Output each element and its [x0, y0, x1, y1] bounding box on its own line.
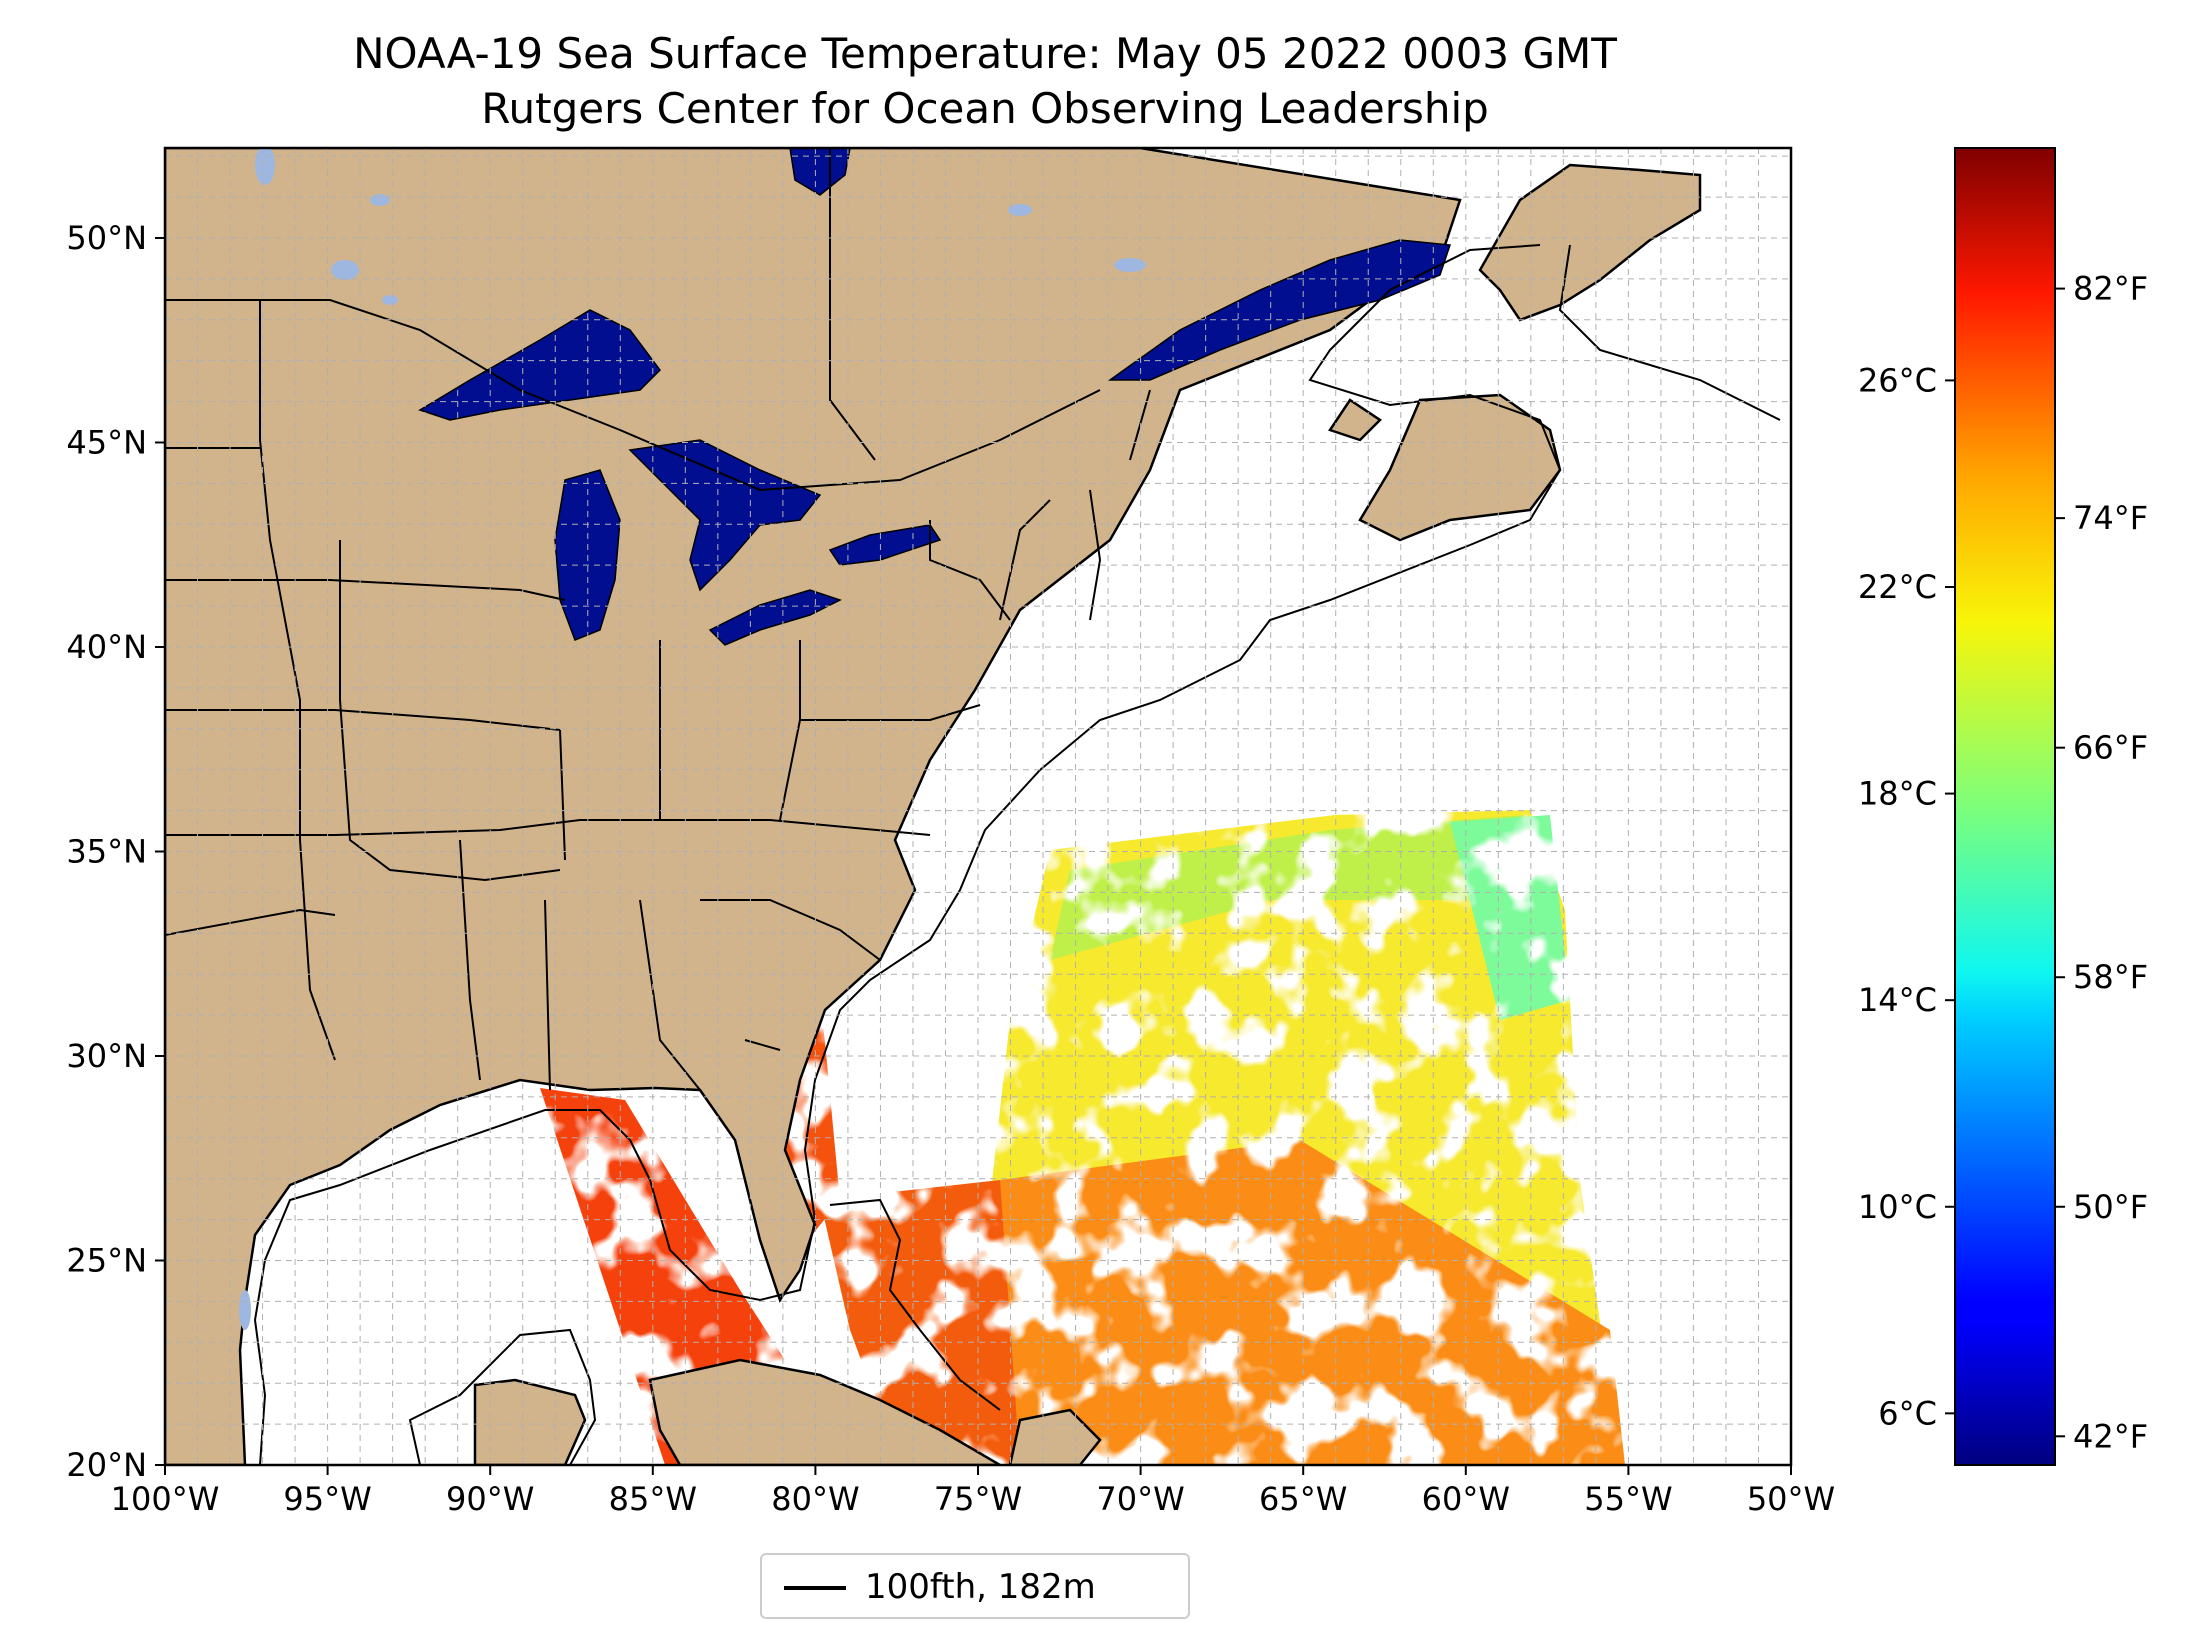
great-lakes: [418, 148, 1452, 646]
lat-tick-label: 40°N: [66, 628, 147, 666]
lake-erie: [708, 589, 842, 646]
legend-line-swatch: [784, 1586, 846, 1590]
sst-region-bahamas: [820, 1180, 1020, 1465]
lon-tick-label: 60°W: [1422, 1480, 1510, 1518]
longitude-axis: 100°W 95°W 90°W 85°W 80°W 75°W 70°W 65°W 60°W 55°…: [111, 1465, 1835, 1518]
lon-tick-label: 70°W: [1096, 1480, 1184, 1518]
legend-label: 100fth, 182m: [865, 1567, 1096, 1607]
north-america: [165, 148, 1462, 1465]
political-boundaries: [165, 148, 1151, 1091]
lake-nipigon: [789, 148, 851, 196]
lon-tick-label: 55°W: [1584, 1480, 1672, 1518]
celsius-tick-label: 6°C: [1878, 1394, 1937, 1432]
sst-region-northeast: [1450, 815, 1570, 1020]
chart-subtitle: Rutgers Center for Ocean Observing Leade…: [481, 84, 1489, 133]
lat-tick-label: 50°N: [66, 219, 147, 257]
lon-tick-label: 95°W: [283, 1480, 371, 1518]
fahrenheit-tick-label: 42°F: [2073, 1417, 2148, 1455]
lon-tick-label: 80°W: [771, 1480, 859, 1518]
isobath-100fth: [253, 244, 1781, 1465]
latitude-axis: 20°N 25°N 30°N 35°N 40°N 45°N 50°N: [66, 219, 165, 1484]
nova-scotia: [1358, 393, 1562, 542]
colorbar: [1954, 147, 2056, 1466]
lon-tick-label: 75°W: [934, 1480, 1022, 1518]
fahrenheit-tick-label: 50°F: [2073, 1188, 2148, 1226]
colorbar-celsius-axis: 6°C 10°C 14°C 18°C 22°C 26°C: [1858, 361, 1955, 1432]
fahrenheit-tick-label: 66°F: [2073, 729, 2148, 767]
gridlines: [165, 148, 1791, 1465]
inland-lakes: [239, 148, 1146, 1330]
newfoundland-region: [1478, 163, 1702, 322]
celsius-tick-label: 10°C: [1858, 1188, 1937, 1226]
lon-tick-label: 65°W: [1259, 1480, 1347, 1518]
lat-tick-label: 30°N: [66, 1037, 147, 1075]
colorbar-fahrenheit-axis: 42°F 50°F 58°F 66°F 74°F 82°F: [2055, 270, 2148, 1455]
land: [165, 148, 1702, 1465]
lat-tick-label: 45°N: [66, 423, 147, 461]
map-area: [165, 148, 1791, 1465]
yucatan: [473, 1378, 587, 1465]
lake-superior: [418, 309, 661, 421]
lake-huron: [628, 439, 822, 592]
lon-tick-label: 85°W: [609, 1480, 697, 1518]
hispaniola-west: [1008, 1408, 1102, 1465]
lon-tick-label: 50°W: [1747, 1480, 1835, 1518]
lon-tick-label: 100°W: [111, 1480, 220, 1518]
fahrenheit-tick-label: 58°F: [2073, 958, 2148, 996]
sst-region-south: [1000, 1140, 1625, 1465]
celsius-tick-label: 14°C: [1858, 981, 1937, 1019]
celsius-tick-label: 22°C: [1858, 568, 1937, 606]
prince-edward-island: [1328, 398, 1382, 442]
celsius-tick-label: 18°C: [1858, 775, 1937, 813]
lat-tick-label: 25°N: [66, 1241, 147, 1279]
lon-tick-label: 90°W: [446, 1480, 534, 1518]
lat-tick-label: 20°N: [66, 1446, 147, 1484]
celsius-tick-label: 26°C: [1858, 361, 1937, 399]
lat-tick-label: 35°N: [66, 832, 147, 870]
fahrenheit-tick-label: 82°F: [2073, 270, 2148, 308]
legend: 100fth, 182m: [760, 1553, 1190, 1619]
chart-title: NOAA-19 Sea Surface Temperature: May 05 …: [353, 29, 1617, 78]
fahrenheit-tick-label: 74°F: [2073, 499, 2148, 537]
st-lawrence-gulf: [1107, 239, 1452, 381]
